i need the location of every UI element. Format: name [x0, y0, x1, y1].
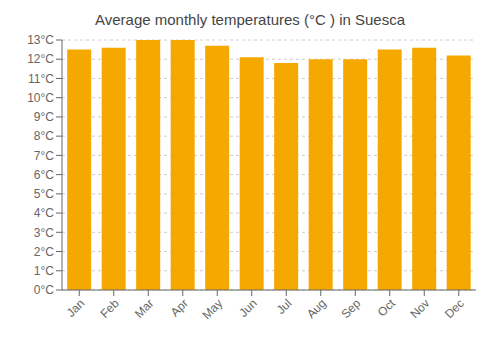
svg-text:12°C: 12°C	[27, 52, 54, 66]
svg-text:6°C: 6°C	[34, 168, 54, 182]
svg-text:10°C: 10°C	[27, 91, 54, 105]
svg-text:9°C: 9°C	[34, 110, 54, 124]
svg-text:5°C: 5°C	[34, 187, 54, 201]
svg-text:Jul: Jul	[274, 296, 295, 317]
svg-text:13°C: 13°C	[27, 33, 54, 47]
svg-text:0°C: 0°C	[34, 283, 54, 297]
svg-text:4°C: 4°C	[34, 206, 54, 220]
svg-text:Aug: Aug	[304, 296, 329, 321]
svg-text:Nov: Nov	[407, 296, 432, 321]
svg-text:Oct: Oct	[375, 296, 399, 320]
svg-text:Mar: Mar	[132, 296, 157, 321]
svg-text:Jan: Jan	[64, 296, 88, 320]
svg-text:Dec: Dec	[442, 296, 467, 321]
svg-text:8°C: 8°C	[34, 129, 54, 143]
html-text:Average monthly temperatures (: Average monthly temperatures (°C ) in Su…	[95, 11, 405, 28]
svg-text:11°C: 11°C	[28, 72, 54, 86]
svg-text:Jun: Jun	[236, 296, 260, 320]
svg-text:Feb: Feb	[97, 296, 122, 321]
svg-text:3°C: 3°C	[34, 226, 54, 240]
svg-text:7°C: 7°C	[34, 149, 54, 163]
svg-text:2°C: 2°C	[34, 245, 54, 259]
svg-text:Apr: Apr	[168, 296, 191, 319]
svg-text:May: May	[199, 296, 225, 322]
svg-text:1°C: 1°C	[34, 264, 54, 278]
svg-text:Sep: Sep	[338, 296, 363, 321]
